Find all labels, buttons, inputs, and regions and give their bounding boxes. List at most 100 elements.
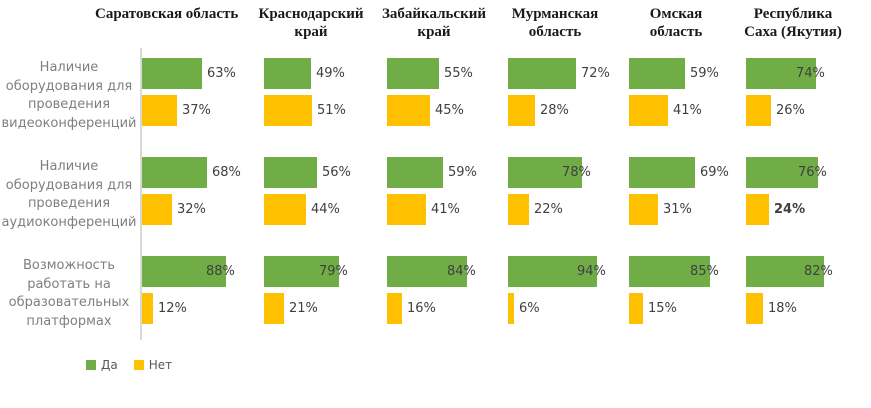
column-header-line: Забайкальский — [381, 6, 487, 22]
column-header-line: Республика — [753, 6, 833, 22]
legend-no-label: Нет — [148, 358, 173, 372]
row-label-line: платформах — [26, 313, 112, 329]
bar-no — [264, 293, 284, 324]
value-label: 59% — [448, 165, 477, 180]
value-label: 41% — [673, 103, 702, 118]
bar-yes — [746, 256, 824, 287]
bar-no — [142, 293, 153, 324]
column-header-line: Саратовская область — [95, 6, 239, 22]
value-label: 16% — [407, 301, 436, 316]
legend-yes-swatch — [86, 360, 96, 370]
row-label-line: аудиоконференций — [1, 214, 137, 230]
column-header: Омская область — [611, 5, 741, 41]
column-header: Забайкальский край — [369, 5, 499, 41]
column-header-line: край — [294, 24, 328, 40]
value-label: 6% — [519, 301, 540, 316]
value-label: 49% — [316, 66, 345, 81]
bar-no — [142, 194, 172, 225]
value-label: 55% — [444, 66, 473, 81]
bar-no — [264, 194, 306, 225]
legend-item-yes: Да — [86, 358, 118, 372]
value-label: 45% — [435, 103, 464, 118]
value-label: 51% — [317, 103, 346, 118]
bar-yes — [508, 58, 576, 89]
row-label-line: проведения — [27, 97, 111, 112]
column-header: Саратовская область — [95, 5, 239, 23]
value-label: 26% — [776, 103, 805, 118]
bar-yes — [746, 157, 818, 188]
value-label: 28% — [540, 103, 569, 118]
bar-yes — [629, 256, 710, 287]
bar-no — [264, 95, 312, 126]
bar-no — [142, 95, 177, 126]
value-label: 24% — [774, 202, 806, 217]
bar-yes — [387, 256, 467, 287]
value-label: 69% — [700, 165, 729, 180]
bar-yes — [387, 58, 439, 89]
row-label-line: видеоконференций — [1, 115, 137, 131]
bar-yes — [264, 58, 311, 89]
bar-yes — [746, 58, 816, 89]
value-label: 82% — [804, 264, 833, 279]
value-label: 79% — [319, 264, 348, 279]
bar-yes — [508, 157, 582, 188]
bar-no — [508, 293, 514, 324]
value-label: 21% — [289, 301, 318, 316]
value-label: 15% — [648, 301, 677, 316]
bar-no — [746, 194, 769, 225]
value-label: 78% — [562, 165, 591, 180]
value-label: 74% — [796, 66, 825, 81]
bar-no — [629, 194, 658, 225]
bar-yes — [629, 58, 685, 89]
row-label-line: образовательных — [8, 295, 130, 310]
value-label: 88% — [206, 264, 235, 279]
bar-yes — [508, 256, 597, 287]
column-header-line: Краснодарский — [258, 6, 364, 22]
column-header-line: Мурманская — [511, 6, 599, 22]
column-header-line: область — [528, 24, 582, 40]
column-header: Мурманская область — [490, 5, 620, 41]
category-axis-line — [140, 48, 142, 340]
bar-no — [508, 95, 535, 126]
value-label: 85% — [690, 264, 719, 279]
value-label: 37% — [182, 103, 211, 118]
bar-no — [746, 293, 763, 324]
bar-no — [387, 293, 402, 324]
column-header-line: край — [417, 24, 451, 40]
row-label: Наличие оборудования для проведения видеоко… — [0, 59, 138, 133]
value-label: 84% — [447, 264, 476, 279]
value-label: 56% — [322, 165, 351, 180]
value-label: 68% — [212, 165, 241, 180]
column-header: Республика Саха (Якутия) — [728, 5, 858, 41]
value-label: 12% — [158, 301, 187, 316]
row-label: Возможность работать на образовательных пла… — [0, 257, 138, 331]
row-label-line: оборудования для — [5, 177, 133, 193]
bar-yes — [264, 157, 317, 188]
bar-no — [629, 95, 668, 126]
column-header-line: Саха (Якутия) — [744, 24, 842, 40]
row-label-line: проведения — [27, 196, 111, 211]
column-header: Краснодарский край — [246, 5, 376, 41]
value-label: 41% — [431, 202, 460, 217]
value-label: 94% — [577, 264, 606, 279]
row-label-line: Наличие — [39, 159, 99, 174]
bar-yes — [629, 157, 695, 188]
column-header-line: область — [649, 24, 703, 40]
column-header-line: Омская — [649, 6, 703, 22]
row-label-line: оборудования для — [5, 78, 133, 94]
bar-no — [387, 194, 426, 225]
bar-yes — [142, 58, 202, 89]
value-label: 76% — [798, 165, 827, 180]
legend-yes-label: Да — [101, 358, 118, 372]
value-label: 32% — [177, 202, 206, 217]
bar-no — [387, 95, 430, 126]
row-label-line: Возможность — [22, 258, 116, 273]
legend-no-swatch — [133, 360, 144, 370]
bar-yes — [264, 256, 339, 287]
value-label: 59% — [690, 66, 719, 81]
legend: Да Нет — [86, 358, 188, 372]
row-label-line: работать на — [27, 276, 111, 292]
bar-yes — [142, 157, 207, 188]
value-label: 63% — [207, 66, 236, 81]
